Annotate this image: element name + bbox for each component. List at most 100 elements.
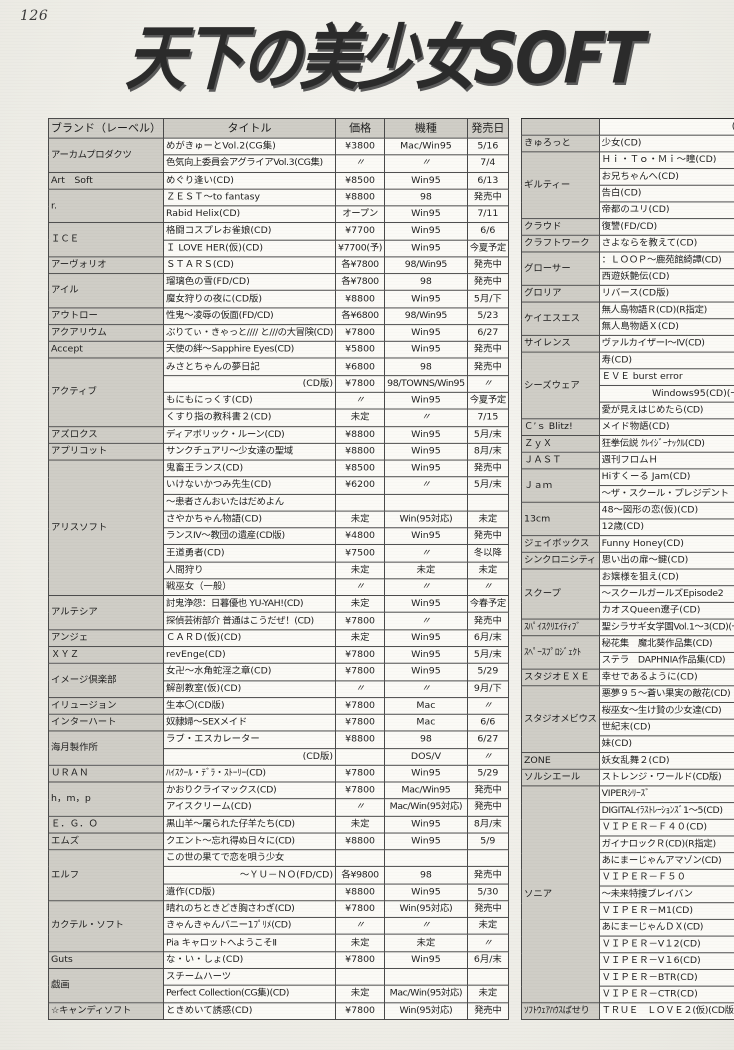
platform-cell: Win(95対応) xyxy=(384,510,468,529)
release-cell: 未定 xyxy=(466,561,510,580)
title-cell: 週刊フロムＨ xyxy=(598,451,734,470)
title-cell: Pia キャロットへようこそⅡ xyxy=(162,934,337,953)
release-cell: 発売中 xyxy=(466,781,510,800)
price-cell: ¥7800 xyxy=(335,646,386,664)
platform-cell: Win95 xyxy=(384,442,468,461)
title-cell: 奴隷婦～SEXメイド xyxy=(162,713,337,732)
price-cell: ¥6200 xyxy=(335,476,386,495)
title-cell: ステラ DAPHNIA作品集(CD) xyxy=(598,651,734,670)
title-cell: 妹(CD) xyxy=(598,735,734,754)
release-cell xyxy=(466,849,510,868)
title-cell: ＶＩＰＥＲ－BTR(CD) xyxy=(598,968,734,987)
brand-cell: アイル xyxy=(48,273,164,309)
platform-cell: 未定 xyxy=(384,934,468,953)
title-cell: Ｉ LOVE HER(仮)(CD) xyxy=(162,239,337,258)
release-cell: 7/15 xyxy=(466,408,510,427)
table-body-right: (CD)¥7800Mac5月/末きゅろっと少女(CD)未定Win956月/末ギル… xyxy=(521,118,734,1021)
release-cell xyxy=(466,967,510,986)
release-cell: 未定 xyxy=(466,984,510,1003)
platform-cell: Win95 xyxy=(384,222,468,241)
platform-cell: Win95 xyxy=(384,340,468,359)
platform-cell: Win95 xyxy=(384,951,468,969)
table-row: カクテル・ソフト 晴れのちときどき胸さわぎ(CD) ¥7800 Win(95対応) 発売… xyxy=(48,900,510,953)
table-row: アズロクス ディアボリック・ルーン(CD) ¥8800 Win95 5月/末 xyxy=(48,425,510,444)
platform-cell: Win95 xyxy=(384,205,468,224)
title-cell: ＶＩＰＥＲ－Ｆ５０ xyxy=(598,868,734,887)
table-row: 色気向上委員会アグライアVol.3(CG集) 〃〃 7/4 xyxy=(49,154,510,173)
platform-cell: 〃 xyxy=(384,154,468,173)
release-cell: 5/23 xyxy=(466,307,510,326)
table-row: 妹(CD)未定〃未定 xyxy=(522,735,734,754)
brand-cell xyxy=(521,118,600,136)
title-cell: この世の果てで恋を唄う少女 xyxy=(162,849,337,868)
price-cell xyxy=(335,849,386,868)
table-row: 人間狩り 未定 未定 未定 xyxy=(49,561,510,580)
platform-cell: Mac/Win(95対応) xyxy=(384,798,468,817)
price-cell: ¥7800 xyxy=(335,951,386,969)
price-cell xyxy=(335,493,386,512)
brand-cell: Ｃ’ｓ Blitz! xyxy=(521,418,600,437)
release-cell: 6/13 xyxy=(466,171,510,190)
title-cell: あにまーじゃんアマゾン(CD) xyxy=(598,852,734,870)
platform-cell: Mac xyxy=(384,696,468,715)
title-cell: 西遊妖艶伝(CD) xyxy=(598,268,734,286)
title-cell: 人間狩り xyxy=(162,561,337,580)
price-cell: オープン xyxy=(335,205,386,224)
price-cell: 〃 xyxy=(335,798,386,817)
brand-cell: アリスソフト xyxy=(48,459,164,597)
brand-cell: アクティブ xyxy=(48,357,164,427)
table-row: ＵＲＡＮ ﾊｲｽｸｰﾙ・ﾃﾞﾗ・ｽﾄｰﾘｰ(CD) ¥7800 Win95 5/29 xyxy=(48,764,510,783)
platform-cell: Win95 xyxy=(384,595,468,614)
title-cell: ～未来特捜ブレイバン xyxy=(598,885,734,904)
table-row: Art Soft めぐり逢い(CD) ¥8500 Win95 6/13 xyxy=(48,171,510,190)
platform-cell: Mac xyxy=(384,713,468,732)
release-cell: 〃 xyxy=(466,374,510,393)
brand-cell: アルテシア xyxy=(48,595,164,631)
price-cell: 〃 xyxy=(335,917,386,936)
software-table-right: (CD)¥7800Mac5月/末きゅろっと少女(CD)未定Win956月/末ギル… xyxy=(521,118,734,1021)
price-cell: ¥7800 xyxy=(335,612,386,631)
release-cell: 発売中 xyxy=(466,527,510,546)
release-cell: 発売中 xyxy=(466,866,510,885)
release-cell: 7/11 xyxy=(466,205,510,224)
platform-cell: Win95 xyxy=(384,425,468,444)
header-brand: ブランド（レーベル） xyxy=(48,118,164,139)
release-cell: 5月/末 xyxy=(466,646,510,664)
price-cell: ¥8800 xyxy=(335,730,386,749)
price-cell: ¥7800 xyxy=(335,781,386,800)
title-cell: ＣＡＲＤ(仮)(CD) xyxy=(162,629,337,648)
table-row: インターハート 奴隷婦～SEXメイド ¥7800 Mac 6/6 xyxy=(48,713,510,732)
release-cell: 冬以降 xyxy=(466,544,510,563)
brand-cell: ＩＣＥ xyxy=(48,222,164,258)
brand-cell: Ｊａｍ xyxy=(521,468,600,503)
price-cell: 各¥7800 xyxy=(335,273,386,292)
title-cell: もにもにっくす(CD) xyxy=(162,391,337,410)
platform-cell: Mac/Win95 xyxy=(384,781,468,800)
brand-cell: イメージ倶楽部 xyxy=(48,662,164,698)
platform-cell: 〃 xyxy=(384,476,468,495)
title-cell: Ｈｉ・Ｔｏ・Ｍｉ～瞳(CD) xyxy=(598,151,734,170)
brand-cell: シンクロニシティ xyxy=(521,551,600,570)
title-cell: 晴れのちときどき胸さわぎ(CD) xyxy=(162,900,337,919)
brand-cell: アウトロー xyxy=(48,307,164,326)
title-cell: めぐり逢い(CD) xyxy=(162,171,337,190)
title-cell: (CD) xyxy=(598,118,734,136)
title-cell: 格闘コスプレお雀娘(CD) xyxy=(162,222,337,241)
brand-cell: アンジェ xyxy=(48,629,164,648)
table-row: アウトロー 性鬼～凌辱の仮面(FD/CD) 各¥6800 98/Win95 5/23 xyxy=(48,307,510,326)
price-cell: 未定 xyxy=(335,629,386,648)
brand-cell: ケイエスエス xyxy=(521,301,600,336)
release-cell: 6/27 xyxy=(466,324,510,342)
title-cell: ～スクールガールズEpisode2 xyxy=(598,585,734,603)
title-cell: 戦巫女（一般） xyxy=(162,578,337,597)
title-cell: 少女(CD) xyxy=(598,134,734,153)
brand-cell: 戯画 xyxy=(48,968,164,1003)
title-cell: 瑠璃色の雪(FD/CD) xyxy=(162,273,337,292)
release-cell: 6/6 xyxy=(466,222,510,241)
release-cell: 未定 xyxy=(466,917,510,936)
table-row: 魔女狩りの夜に(CD版) ¥8800 Win95 5月/下 xyxy=(49,290,510,309)
